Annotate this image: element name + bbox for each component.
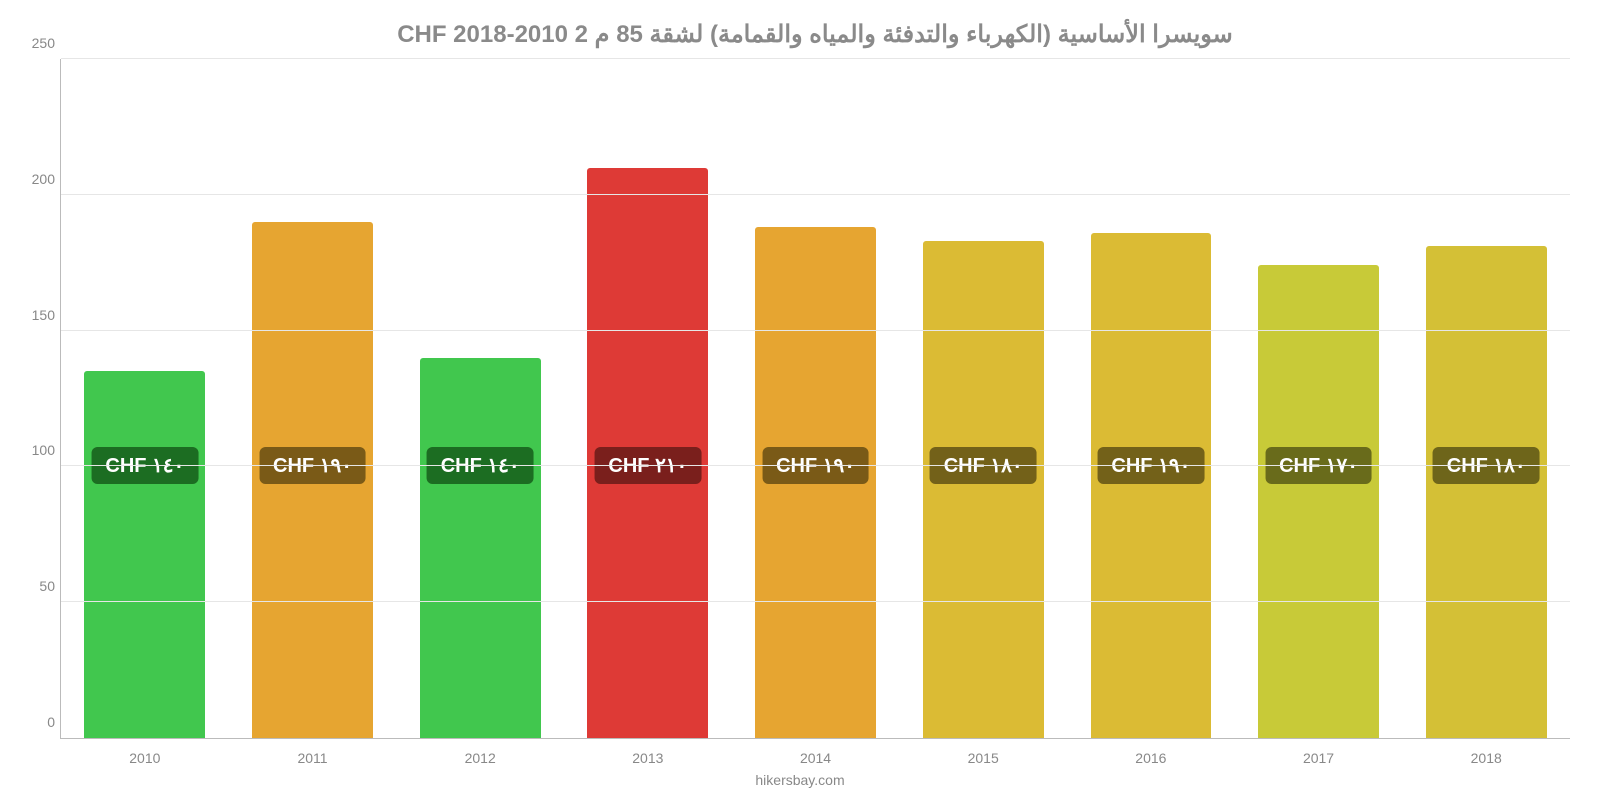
bar: ١٩٠ CHF [252, 222, 373, 738]
xtick-label: 2016 [1067, 750, 1235, 766]
gridline [61, 465, 1570, 466]
xtick-label: 2012 [396, 750, 564, 766]
plot-area: ١٤٠ CHF ١٩٠ CHF ١٤٠ CHF ٢١٠ CHF ١٩٠ CHF ١٨٠ C… [60, 59, 1570, 739]
ytick-label: 100 [21, 442, 55, 458]
bar-slot: ١٩٠ CHF [229, 59, 397, 738]
bar-slot: ١٧٠ CHF [1235, 59, 1403, 738]
bar: ٢١٠ CHF [587, 168, 708, 738]
xtick-label: 2010 [61, 750, 229, 766]
chart-title: سويسرا الأساسية (الكهرباء والتدفئة والمي… [60, 20, 1570, 49]
bar-slot: ١٤٠ CHF [61, 59, 229, 738]
ytick-label: 0 [21, 714, 55, 730]
xtick-label: 2011 [229, 750, 397, 766]
bars-group: ١٤٠ CHF ١٩٠ CHF ١٤٠ CHF ٢١٠ CHF ١٩٠ CHF ١٨٠ C… [61, 59, 1570, 738]
bar-slot: ١٩٠ CHF [1067, 59, 1235, 738]
chart-footer: hikersbay.com [0, 772, 1600, 788]
xtick-label: 2018 [1402, 750, 1570, 766]
gridline [61, 194, 1570, 195]
bar: ١٩٠ CHF [755, 227, 876, 738]
bar-slot: ١٤٠ CHF [396, 59, 564, 738]
bar: ١٤٠ CHF [420, 358, 541, 738]
bar-slot: ١٨٠ CHF [1402, 59, 1570, 738]
gridline [61, 58, 1570, 59]
bar: ١٧٠ CHF [1258, 265, 1379, 738]
ytick-label: 150 [21, 307, 55, 323]
bar: ١٨٠ CHF [1426, 246, 1547, 738]
bar-slot: ١٨٠ CHF [899, 59, 1067, 738]
ytick-label: 50 [21, 578, 55, 594]
ytick-label: 250 [21, 35, 55, 51]
bar: ١٨٠ CHF [923, 241, 1044, 738]
ytick-label: 200 [21, 171, 55, 187]
gridline [61, 601, 1570, 602]
chart-container: سويسرا الأساسية (الكهرباء والتدفئة والمي… [0, 0, 1600, 800]
bar-slot: ١٩٠ CHF [732, 59, 900, 738]
bar: ١٤٠ CHF [84, 371, 205, 738]
xticks-group: 201020112012201320142015201620172018 [61, 750, 1570, 766]
xtick-label: 2015 [899, 750, 1067, 766]
bar-slot: ٢١٠ CHF [564, 59, 732, 738]
xtick-label: 2017 [1235, 750, 1403, 766]
xtick-label: 2014 [732, 750, 900, 766]
xtick-label: 2013 [564, 750, 732, 766]
bar: ١٩٠ CHF [1091, 233, 1212, 738]
gridline [61, 330, 1570, 331]
